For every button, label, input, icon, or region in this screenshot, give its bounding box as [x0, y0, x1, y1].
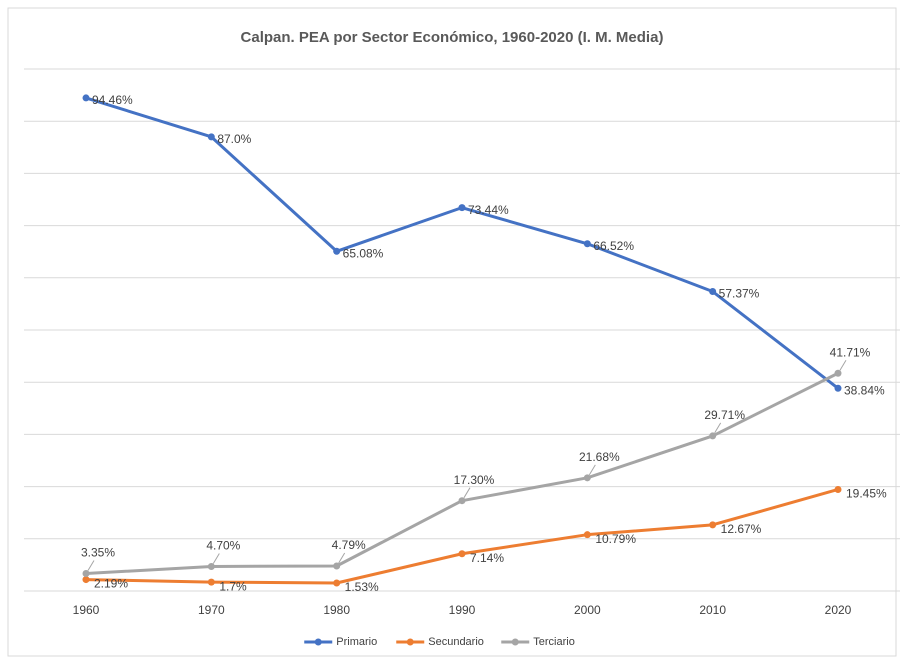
leader-line	[839, 360, 847, 371]
data-point	[709, 432, 717, 440]
data-label: 2.19%	[94, 577, 128, 591]
legend-marker	[511, 638, 519, 646]
data-point	[458, 550, 466, 558]
legend-label: Terciario	[533, 636, 575, 648]
data-label: 4.79%	[332, 538, 366, 552]
data-label: 38.84%	[844, 383, 885, 397]
data-point	[207, 562, 215, 570]
data-point	[583, 240, 591, 248]
data-label: 3.35%	[81, 546, 115, 560]
data-point	[834, 369, 842, 377]
data-label: 17.30%	[454, 473, 495, 487]
data-label: 29.71%	[704, 408, 745, 422]
data-point	[583, 531, 591, 539]
x-tick-label: 1960	[73, 603, 100, 617]
leader-line	[714, 422, 722, 434]
data-label: 65.08%	[343, 246, 384, 260]
data-label: 19.45%	[846, 487, 887, 501]
data-label: 7.14%	[470, 551, 504, 565]
legend-label: Primario	[336, 636, 377, 648]
data-point	[82, 576, 90, 584]
legend-marker	[314, 638, 322, 646]
x-tick-label: 2020	[825, 603, 852, 617]
data-point	[333, 579, 341, 587]
data-label: 73.44%	[468, 203, 509, 217]
data-point	[207, 578, 215, 586]
chart-title: Calpan. PEA por Sector Económico, 1960-2…	[241, 29, 664, 46]
data-label: 10.79%	[595, 532, 636, 546]
data-label: 94.46%	[92, 93, 133, 107]
data-point	[82, 94, 90, 102]
data-point	[583, 474, 591, 482]
x-tick-label: 1970	[198, 603, 225, 617]
data-point	[709, 288, 717, 296]
data-label: 1.7%	[219, 579, 247, 593]
data-point	[333, 562, 341, 570]
chart-border	[7, 7, 897, 657]
data-label: 4.70%	[206, 539, 240, 553]
data-label: 41.71%	[830, 345, 871, 359]
x-tick-label: 1980	[323, 603, 350, 617]
leader-line	[463, 487, 471, 498]
x-tick-label: 2000	[574, 603, 601, 617]
legend-label: Secundario	[428, 636, 484, 648]
data-label: 12.67%	[721, 522, 762, 536]
x-tick-label: 2010	[699, 603, 726, 617]
leader-line	[588, 464, 596, 476]
data-point	[834, 485, 842, 493]
data-label: 1.53%	[345, 580, 379, 594]
data-label: 21.68%	[579, 450, 620, 464]
data-point	[82, 570, 90, 578]
leader-line	[338, 552, 346, 564]
data-label: 57.37%	[719, 287, 760, 301]
data-point	[458, 204, 466, 212]
data-label: 66.52%	[593, 239, 634, 253]
data-point	[834, 384, 842, 392]
x-tick-label: 1990	[449, 603, 476, 617]
data-point	[709, 521, 717, 529]
data-point	[458, 497, 466, 505]
data-label: 87.0%	[217, 132, 251, 146]
data-point	[333, 247, 341, 255]
leader-line	[87, 560, 95, 571]
legend-marker	[406, 638, 414, 646]
leader-line	[212, 553, 220, 564]
data-point	[207, 133, 215, 141]
